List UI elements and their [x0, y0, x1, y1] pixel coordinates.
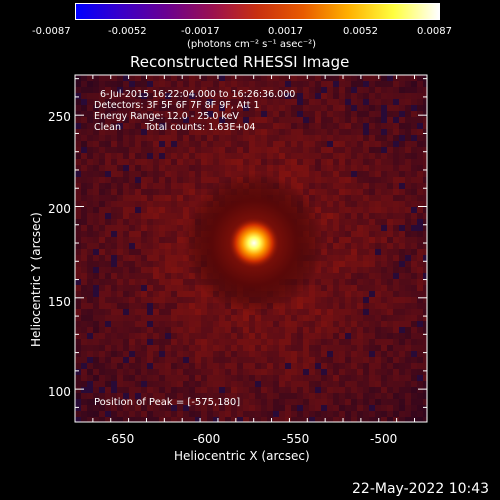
y-tick-label: 150 [48, 295, 71, 309]
y-tick-label: 250 [48, 110, 71, 124]
colorbar-unit-label: (photons cm⁻² s⁻¹ asec⁻²) [187, 39, 317, 50]
y-axis-label: Heliocentric Y (arcsec) [29, 212, 43, 347]
x-tick-label: -650 [107, 432, 135, 446]
x-tick-label: -500 [370, 432, 398, 446]
energy-range-text: Energy Range: 12.0 - 25.0 keV [94, 111, 239, 122]
time-range-text: 6-Jul-2015 16:22:04.000 to 16:26:36.000 [100, 89, 296, 100]
method-text: Clean [94, 122, 121, 133]
x-tick-label: -600 [193, 432, 221, 446]
colorbar-tick-label: 0.0087 [417, 26, 452, 37]
total-counts-text: Total counts: 1.63E+04 [145, 122, 256, 133]
colorbar-tick-label: -0.0017 [181, 26, 220, 37]
y-tick-label: 100 [48, 385, 71, 399]
plot-title: Reconstructed RHESSI Image [130, 53, 350, 71]
timestamp: 22-May-2022 10:43 [352, 481, 490, 497]
flare-source [228, 217, 280, 269]
plot-frame [74, 74, 428, 423]
x-tick-label: -550 [282, 432, 310, 446]
peak-position-text: Position of Peak = [-575,180] [94, 397, 241, 408]
colorbar [75, 3, 440, 20]
colorbar-tick-label: -0.0087 [32, 26, 71, 37]
colorbar-tick-label: 0.0017 [268, 26, 303, 37]
colorbar-tick-label: 0.0052 [343, 26, 378, 37]
y-tick-label: 200 [48, 202, 71, 216]
x-axis-label: Heliocentric X (arcsec) [174, 449, 310, 463]
colorbar-tick-label: -0.0052 [108, 26, 147, 37]
image-background [75, 75, 427, 422]
detectors-text: Detectors: 3F 5F 6F 7F 8F 9F, Att 1 [94, 100, 260, 111]
